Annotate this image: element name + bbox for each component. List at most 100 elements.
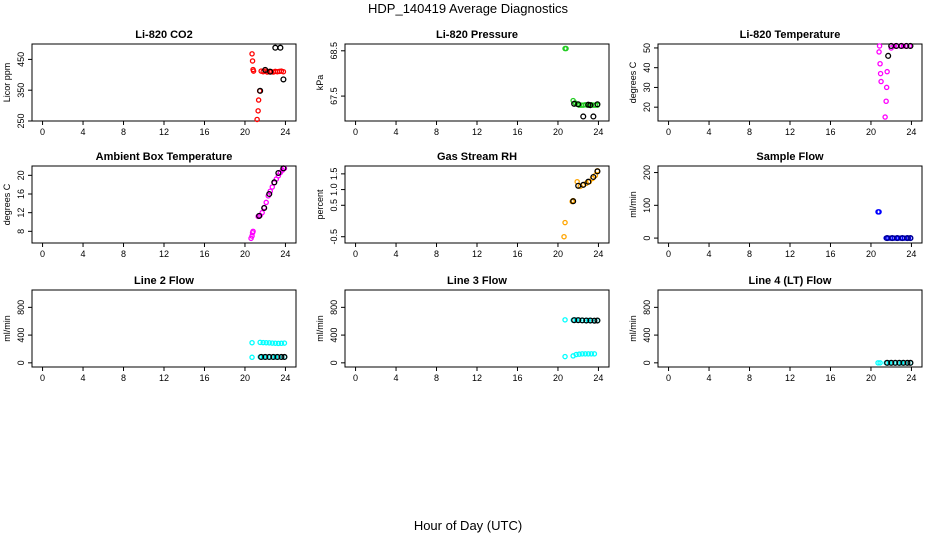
y-axis-label: degrees C (2, 183, 12, 225)
x-tick-label: 20 (240, 249, 250, 259)
plot-frame (657, 165, 923, 244)
x-tick-label: 0 (666, 127, 671, 137)
x-tick-label: 16 (199, 249, 209, 259)
y-axis-label: ml/min (628, 191, 638, 218)
data-point (882, 114, 888, 120)
x-tick-label: 0 (40, 373, 45, 383)
panel-title: Gas Stream RH (437, 151, 517, 163)
data-point (263, 199, 269, 206)
x-tick-label: 12 (472, 373, 482, 383)
data-point (907, 359, 914, 366)
plot-frame (344, 289, 610, 368)
data-point (587, 317, 594, 324)
panel-sample-flow: Sample Flow ml/min 0 4 8 12 16 20 24 0 100 200 (628, 151, 923, 259)
data-point (254, 116, 260, 123)
x-tick-label: 16 (825, 249, 835, 259)
x-tick-label: 8 (121, 249, 126, 259)
y-tick-label: 1.0 (329, 183, 339, 196)
panel-title: Line 3 Flow (447, 275, 507, 287)
y-tick-label: 800 (16, 300, 26, 315)
x-tick-label: 16 (825, 127, 835, 137)
data-point (266, 340, 272, 346)
data-point (280, 68, 287, 75)
data-point (281, 353, 288, 360)
data-point (266, 190, 273, 198)
data-point (903, 42, 910, 50)
data-point (591, 317, 598, 324)
x-axis-title: Hour of Day (UTC) (413, 518, 523, 533)
data-point (249, 339, 255, 346)
x-tick-label: 12 (159, 373, 169, 383)
y-tick-label: 40 (642, 63, 652, 73)
x-tick-label: 20 (553, 373, 563, 383)
data-point (594, 317, 601, 324)
x-tick-label: 20 (866, 249, 876, 259)
figure-title: HDP_140419 Average Diagnostics (368, 1, 568, 16)
x-tick-label: 4 (81, 249, 86, 259)
data-point (877, 360, 883, 366)
data-point (876, 43, 883, 49)
x-tick-label: 8 (747, 249, 752, 259)
x-tick-label: 12 (785, 373, 795, 383)
data-point (278, 353, 285, 360)
data-point (562, 219, 568, 226)
data-point (272, 340, 279, 346)
panel-gas-stream-rh: Gas Stream RH percent 0 4 8 12 16 20 24 -0.5 0.5 1.… (315, 151, 610, 259)
data-point (275, 169, 282, 177)
data-point (570, 198, 577, 205)
data-point (579, 351, 585, 357)
y-tick-label: 0 (642, 236, 652, 241)
x-tick-label: 0 (666, 373, 671, 383)
data-point (877, 60, 883, 67)
plot-frame (31, 289, 297, 368)
panel-title: Line 2 Flow (134, 275, 194, 287)
data-point (281, 340, 288, 346)
panel-title: Ambient Box Temperature (96, 151, 233, 163)
data-point (896, 359, 903, 366)
x-tick-label: 24 (593, 127, 603, 137)
data-point (583, 317, 590, 324)
data-point (580, 113, 587, 120)
data-point (580, 181, 587, 188)
data-point (563, 45, 569, 52)
data-point (277, 44, 284, 51)
data-point (904, 235, 911, 242)
data-point (258, 353, 265, 360)
data-point (269, 184, 276, 190)
data-point (249, 58, 256, 64)
y-tick-label: 0 (329, 360, 339, 365)
x-tick-label: 0 (353, 127, 358, 137)
x-tick-label: 24 (280, 127, 290, 137)
x-tick-label: 16 (512, 127, 522, 137)
data-point (588, 351, 595, 357)
x-tick-label: 4 (394, 249, 399, 259)
x-tick-label: 0 (666, 249, 671, 259)
plot-frame (31, 165, 297, 244)
x-tick-label: 20 (240, 373, 250, 383)
y-tick-label: 400 (16, 328, 26, 343)
data-point (892, 359, 899, 366)
y-tick-label: 200 (642, 165, 652, 180)
data-point (261, 204, 268, 212)
panel-title: Li-820 Pressure (436, 29, 518, 41)
data-point (270, 353, 277, 360)
data-point (250, 228, 256, 235)
data-point (878, 78, 884, 85)
data-point (571, 100, 578, 107)
y-tick-label: 12 (16, 208, 26, 218)
x-tick-label: 24 (906, 127, 916, 137)
plot-frame (344, 43, 610, 122)
data-point (573, 351, 579, 358)
data-point (562, 317, 568, 323)
x-tick-label: 4 (81, 373, 86, 383)
data-point (561, 233, 567, 240)
data-point (883, 84, 890, 91)
data-point (269, 340, 276, 346)
data-point (591, 351, 598, 357)
data-point (562, 353, 568, 360)
y-tick-label: 0 (16, 360, 26, 365)
x-tick-label: 20 (553, 249, 563, 259)
x-tick-label: 16 (199, 373, 209, 383)
x-tick-label: 8 (747, 127, 752, 137)
data-point (263, 339, 269, 346)
